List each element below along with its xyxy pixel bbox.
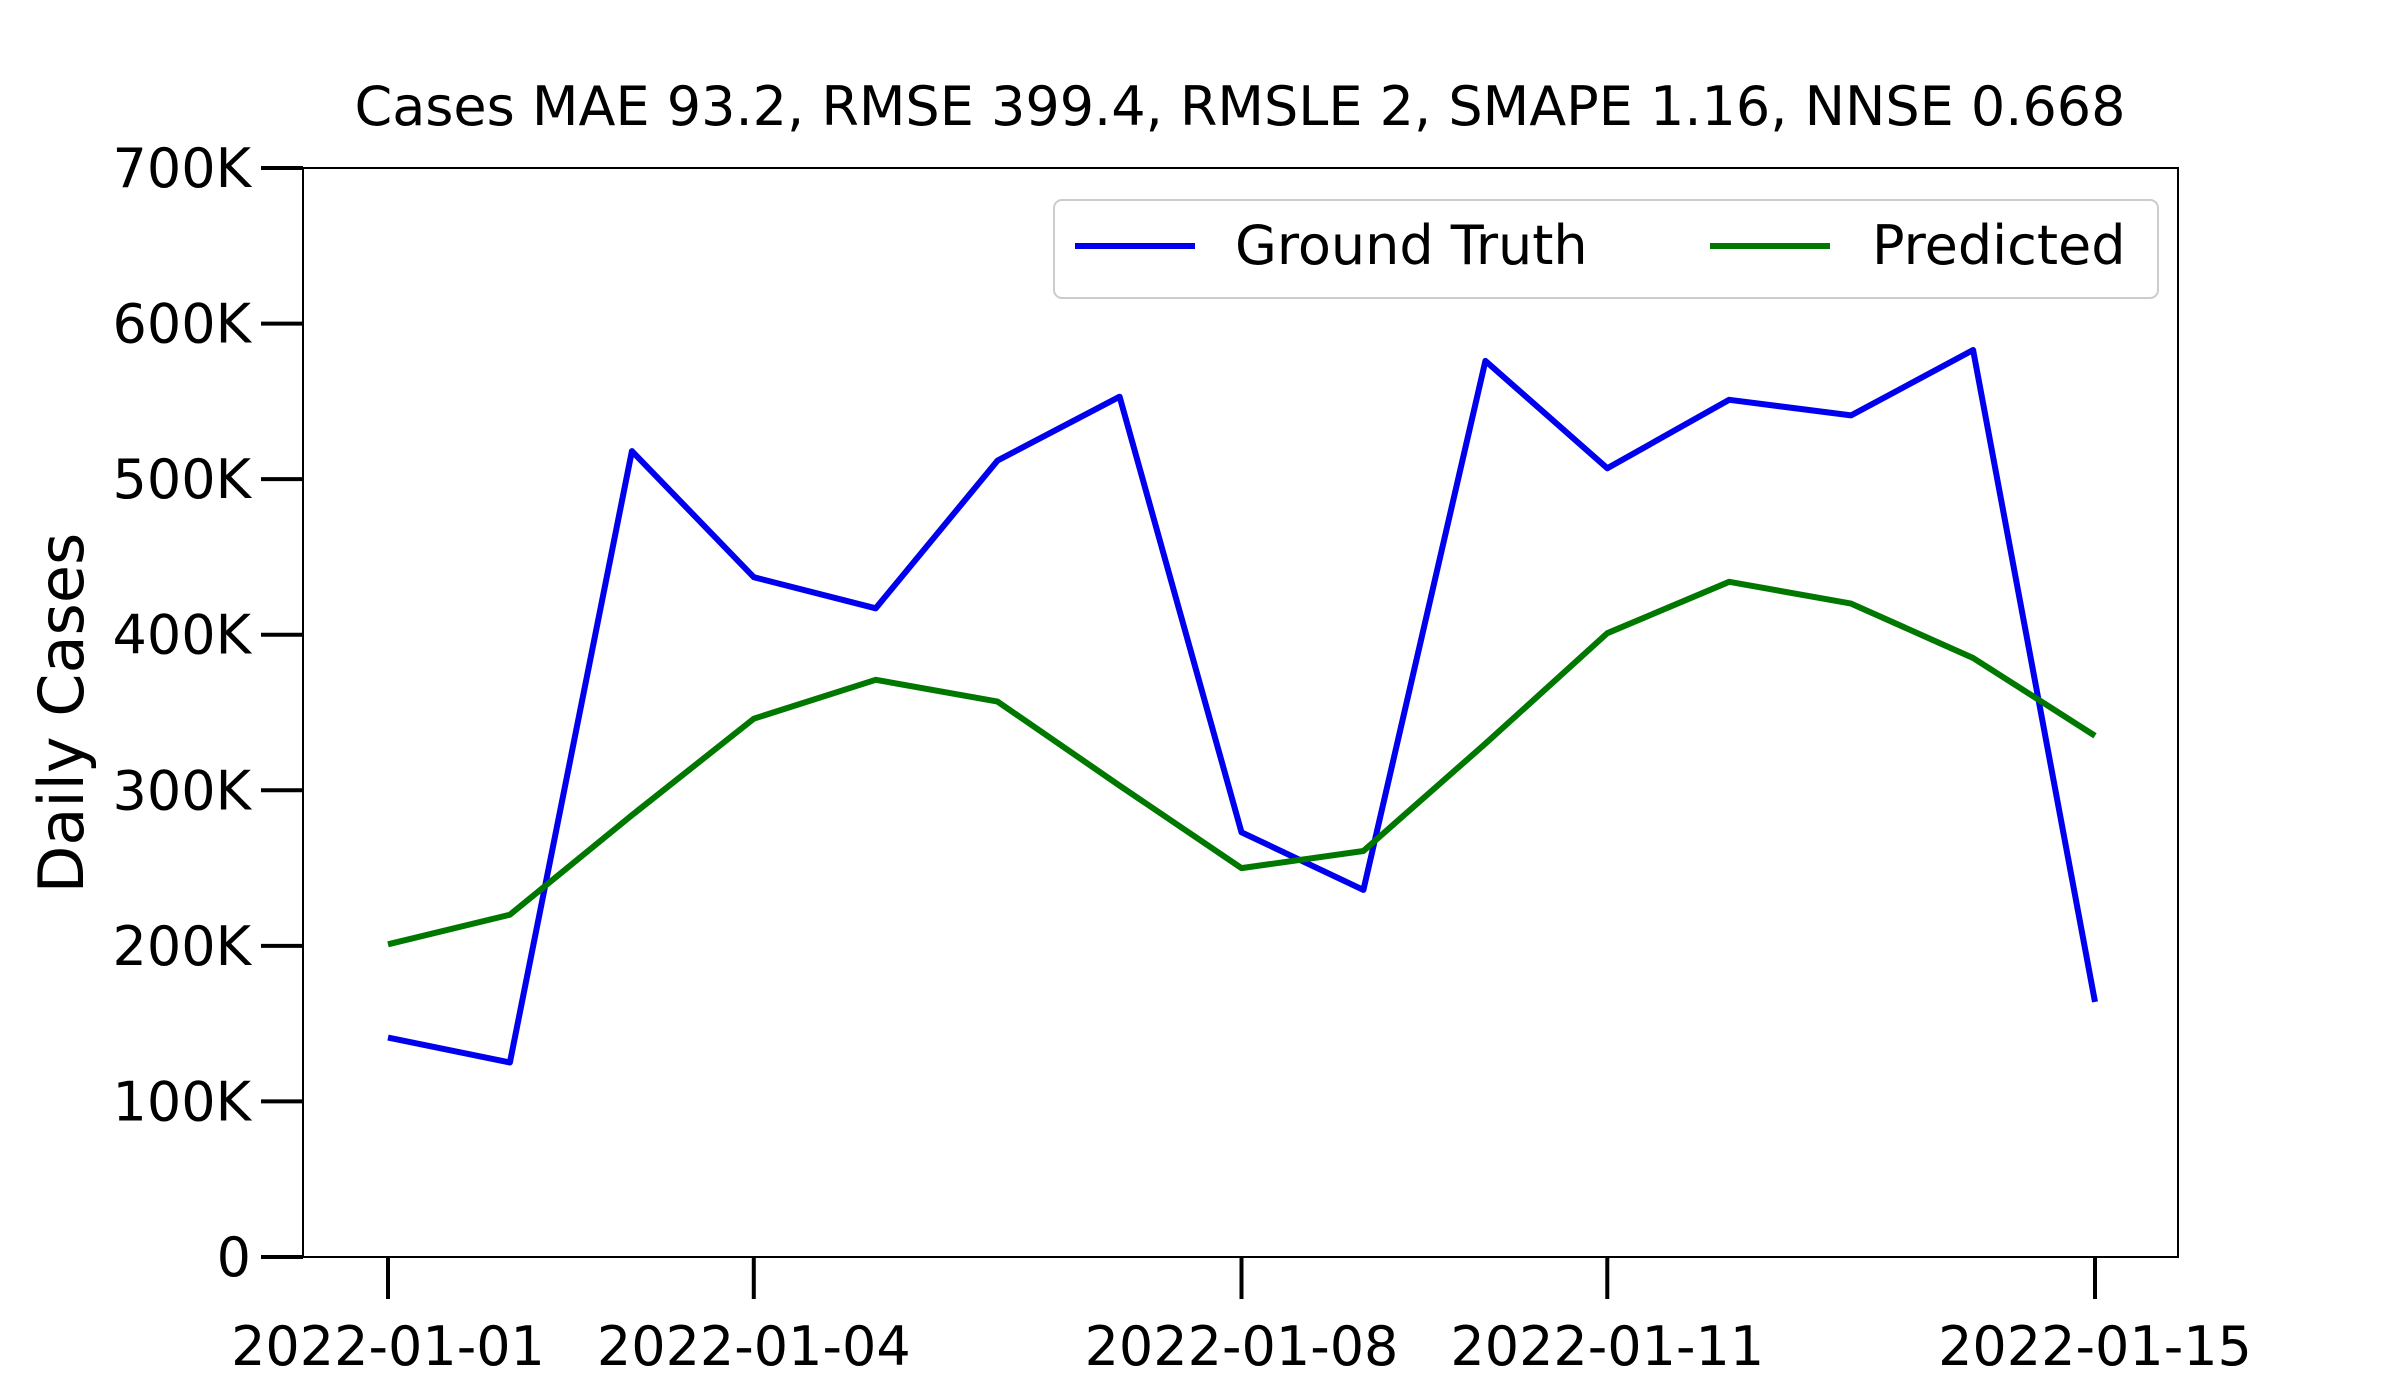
x-tick-label: 2022-01-04 [597,1315,911,1378]
x-tick-label: 2022-01-15 [1938,1315,2252,1378]
x-tick-label: 2022-01-08 [1085,1315,1399,1378]
x-tick-label: 2022-01-11 [1450,1315,1764,1378]
y-tick-label: 0 [217,1226,251,1289]
x-tick-label: 2022-01-01 [231,1315,545,1378]
y-tick-label: 400K [113,604,253,667]
y-tick-label: 100K [113,1070,253,1133]
y-tick-label: 300K [113,759,253,822]
chart-title: Cases MAE 93.2, RMSE 399.4, RMSLE 2, SMA… [354,75,2125,138]
x-axis: 2022-01-01 2022-01-04 2022-01-08 2022-01-11… [231,1257,2252,1378]
legend: Ground Truth Predicted [1053,199,2159,299]
y-tick-label: 600K [113,293,253,356]
y-tick-label: 200K [113,915,253,978]
plot-area [302,167,2179,1258]
legend-box [1053,199,2159,299]
legend-label-ground-truth: Ground Truth [1235,214,1588,277]
legend-label-predicted: Predicted [1872,214,2126,277]
series-line-ground-truth [387,347,2098,1066]
y-axis-label: Daily Cases [25,533,98,894]
y-tick-label: 500K [113,448,253,511]
y-axis: 0 100K 200K 300K 400K 500K 600K 700K [113,137,303,1289]
y-tick-label: 700K [113,137,253,200]
series-line-predicted [387,578,2097,948]
series-group [387,347,2098,1066]
